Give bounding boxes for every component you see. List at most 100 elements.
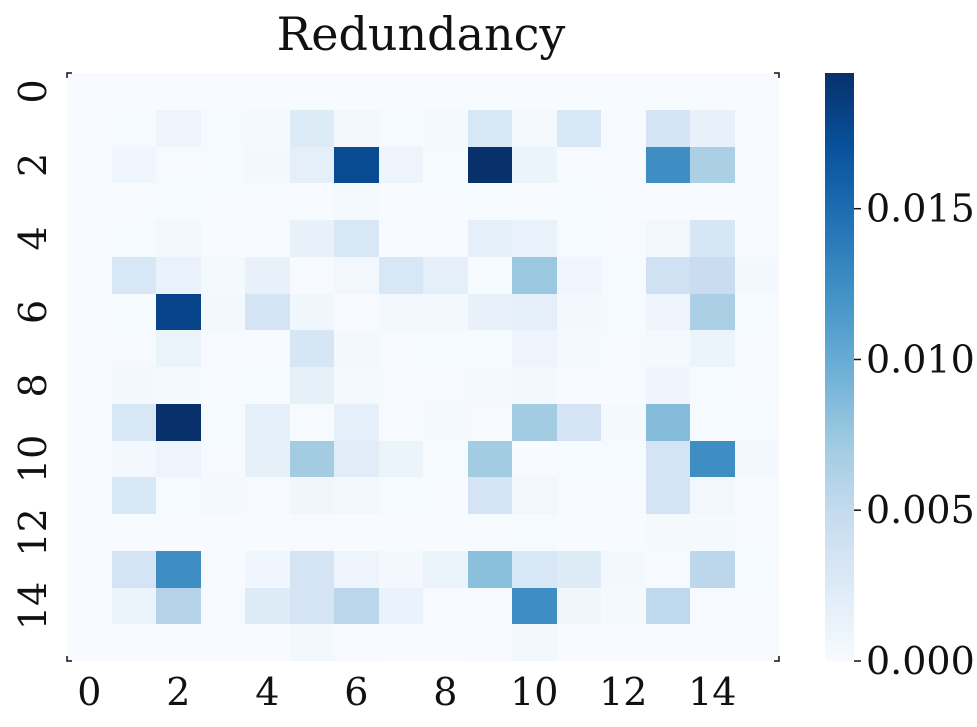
x-tick-label: 8 [433, 670, 457, 714]
heatmap-cell-r6-c14 [690, 294, 735, 330]
heatmap-cell-r15-c5 [290, 624, 334, 661]
heatmap-cell-r9-c0 [67, 404, 112, 441]
heatmap-cell-r2-c6 [334, 147, 379, 183]
y-axis-ticks: 0 2 4 6 8 10 12 14 [11, 79, 55, 630]
heatmap-cell-r3-c13 [646, 183, 690, 220]
heatmap-cell-r13-c11 [557, 551, 601, 588]
heatmap-cell-r5-c0 [67, 257, 112, 294]
heatmap-cell-r12-c10 [512, 514, 557, 551]
heatmap-cell-r4-c11 [557, 220, 601, 257]
heatmap-cell-r14-c4 [245, 588, 290, 624]
heatmap-cell-r10-c4 [245, 441, 290, 477]
heatmap-cell-r9-c5 [290, 404, 334, 441]
colorbar [825, 73, 854, 661]
heatmap-cell-r3-c15 [735, 183, 779, 220]
x-axis-ticks: 0 2 4 6 8 10 12 14 [77, 670, 736, 714]
heatmap-cell-r0-c8 [423, 73, 468, 110]
colorbar-ticks: 0.000 0.005 0.010 0.015 [854, 187, 975, 683]
heatmap-cell-r11-c2 [156, 477, 201, 514]
heatmap-cell-r15-c8 [423, 624, 468, 661]
heatmap-cell-r4-c2 [156, 220, 201, 257]
heatmap-cell-r13-c10 [512, 551, 557, 588]
heatmap-cell-r4-c3 [201, 220, 245, 257]
heatmap-cell-r15-c3 [201, 624, 245, 661]
heatmap-cell-r11-c13 [646, 477, 690, 514]
heatmap-cell-r13-c13 [646, 551, 690, 588]
heatmap-cell-r10-c2 [156, 441, 201, 477]
y-tick-label: 0 [11, 79, 55, 103]
heatmap-cell-r9-c6 [334, 404, 379, 441]
heatmap-cell-r10-c15 [735, 441, 779, 477]
heatmap-cell-r2-c4 [245, 147, 290, 183]
y-tick-label: 8 [11, 373, 55, 397]
heatmap-cell-r1-c11 [557, 110, 601, 147]
heatmap-cell-r14-c13 [646, 588, 690, 624]
heatmap-cell-r7-c13 [646, 330, 690, 367]
heatmap-cell-r6-c10 [512, 294, 557, 330]
y-tick-label: 12 [11, 508, 55, 556]
heatmap-cell-r10-c0 [67, 441, 112, 477]
heatmap-cell-r1-c6 [334, 110, 379, 147]
heatmap-cell-r0-c0 [67, 73, 112, 110]
y-tick-label: 2 [11, 153, 55, 177]
heatmap-cell-r12-c1 [112, 514, 156, 551]
heatmap-cell-r11-c7 [379, 477, 423, 514]
heatmap-cell-r9-c1 [112, 404, 156, 441]
heatmap-cell-r6-c7 [379, 294, 423, 330]
heatmap-cell-r15-c14 [690, 624, 735, 661]
heatmap-cell-r9-c2 [156, 404, 201, 441]
heatmap-cell-r0-c15 [735, 73, 779, 110]
heatmap-cell-r6-c11 [557, 294, 601, 330]
heatmap-cell-r7-c4 [245, 330, 290, 367]
x-tick-label: 2 [166, 670, 190, 714]
heatmap-cell-r4-c1 [112, 220, 156, 257]
heatmap-cell-r12-c9 [468, 514, 512, 551]
heatmap-cell-r12-c15 [735, 514, 779, 551]
heatmap-cell-r8-c10 [512, 367, 557, 404]
heatmap-cell-r11-c14 [690, 477, 735, 514]
heatmap-cell-r1-c4 [245, 110, 290, 147]
heatmap-cell-r4-c15 [735, 220, 779, 257]
heatmap-cell-r7-c11 [557, 330, 601, 367]
heatmap-cell-r14-c5 [290, 588, 334, 624]
heatmap-cell-r0-c13 [646, 73, 690, 110]
y-tick-label: 14 [11, 582, 55, 630]
heatmap-cell-r6-c2 [156, 294, 201, 330]
heatmap-cell-r10-c8 [423, 441, 468, 477]
heatmap-cell-r7-c8 [423, 330, 468, 367]
heatmap-cell-r14-c14 [690, 588, 735, 624]
heatmap-cell-r5-c8 [423, 257, 468, 294]
heatmap-cell-r2-c0 [67, 147, 112, 183]
heatmap-cell-r1-c8 [423, 110, 468, 147]
heatmap-cell-r10-c7 [379, 441, 423, 477]
heatmap-cell-r12-c14 [690, 514, 735, 551]
heatmap-cell-r3-c9 [468, 183, 512, 220]
heatmap-cell-r11-c1 [112, 477, 156, 514]
heatmap-cell-r14-c2 [156, 588, 201, 624]
heatmap-cell-r14-c12 [601, 588, 646, 624]
heatmap-cell-r1-c13 [646, 110, 690, 147]
heatmap-cell-r6-c5 [290, 294, 334, 330]
heatmap-cell-r7-c5 [290, 330, 334, 367]
heatmap-cell-r0-c12 [601, 73, 646, 110]
heatmap-cell-r15-c1 [112, 624, 156, 661]
heatmap-cell-r5-c4 [245, 257, 290, 294]
heatmap-cell-r3-c5 [290, 183, 334, 220]
heatmap-cell-r13-c4 [245, 551, 290, 588]
heatmap-cell-r7-c3 [201, 330, 245, 367]
x-tick-label: 6 [344, 670, 368, 714]
y-tick-label: 10 [11, 435, 55, 483]
heatmap-cell-r10-c3 [201, 441, 245, 477]
heatmap-cell-r8-c11 [557, 367, 601, 404]
heatmap-cell-r3-c12 [601, 183, 646, 220]
heatmap-cell-r11-c11 [557, 477, 601, 514]
heatmap-cell-r7-c7 [379, 330, 423, 367]
heatmap-cell-r13-c1 [112, 551, 156, 588]
heatmap-cell-r1-c7 [379, 110, 423, 147]
heatmap-cell-r13-c14 [690, 551, 735, 588]
heatmap-cell-r2-c7 [379, 147, 423, 183]
colorbar-tick-label: 0.000 [866, 639, 975, 683]
chart-title: Redundancy [277, 7, 566, 61]
heatmap-cell-r9-c11 [557, 404, 601, 441]
